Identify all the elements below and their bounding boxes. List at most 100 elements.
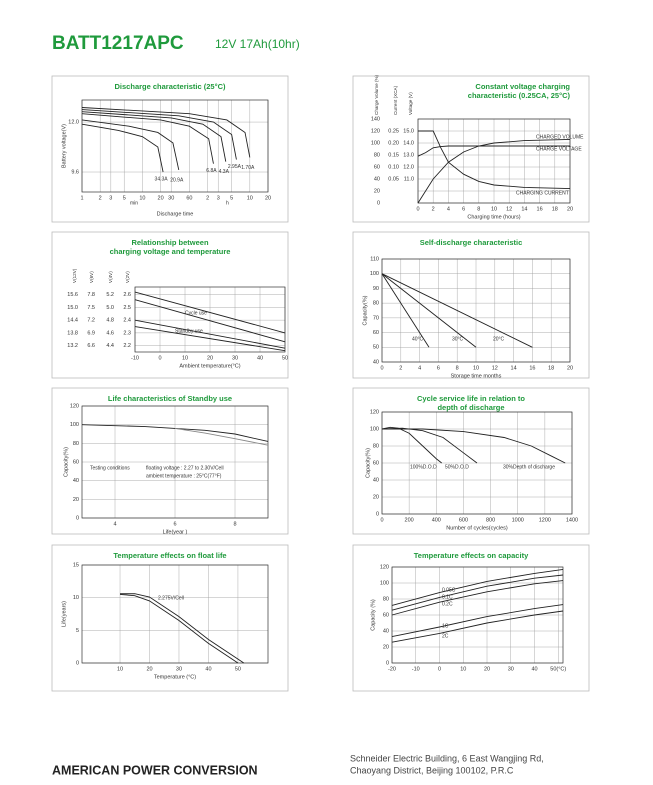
y-axis-label: V(4V) [108,271,113,283]
curve [81,424,269,442]
y-tick-label: 40 [373,477,379,483]
curve [134,326,286,352]
y-tick-label: 15.0 [67,305,78,311]
y-axis-label: Life(years) [61,601,67,627]
y-axis-label: Current (XCA) [393,85,398,115]
y-tick-label: 2.4 [123,318,131,324]
x-tick-label: 10 [473,365,479,371]
y-tick-label: 12.0 [68,120,79,126]
chart-title: Life characteristics of Standby use [108,394,232,403]
y-tick-label: 14.0 [403,140,414,146]
x-tick-label: 4 [418,365,421,371]
y-tick-label: 0 [377,200,380,206]
series-label: CHARGE VOLTAGE [536,146,582,152]
y-tick-label: 15 [73,562,79,568]
series-label: 40°C [412,336,424,342]
y-tick-label: 20 [73,497,79,503]
curve [120,593,245,664]
curve [381,427,478,464]
x-tick-label: 5 [123,195,126,201]
y-tick-label: 13.8 [67,330,78,336]
annotation: Standby use [175,328,203,334]
x-tick-label: 10 [491,206,497,212]
y-tick-label: 7.5 [87,305,95,311]
y-tick-label: 20 [374,188,380,194]
y-tick-label: 2.5 [123,305,131,311]
panel [51,387,289,535]
x-axis-label: Life(year ) [163,529,188,535]
panel [352,75,590,223]
x-tick-label: 16 [537,206,543,212]
y-tick-label: 14.4 [67,318,78,324]
x-tick-label: 8 [477,206,480,212]
x-tick-label: 0 [158,355,161,361]
curve [391,574,564,611]
x-tick-label: 10 [139,195,145,201]
curve [381,273,533,348]
y-tick-label: 0 [386,660,389,666]
plot-frame [81,405,269,519]
panel [51,544,289,692]
y-tick-label: 40 [73,478,79,484]
plot-frame [134,286,286,353]
y-tick-label: 60 [374,164,380,170]
y-tick-label: 120 [371,128,380,134]
y-tick-label: 2.3 [123,330,131,336]
y-tick-label: 60 [373,330,379,336]
series-label: 1C [442,623,449,629]
y-tick-label: 15.0 [403,128,414,134]
x-tick-label: 1 [80,195,83,201]
y-tick-label: 40 [383,628,389,634]
curve [381,273,430,348]
y-axis-label: Capacity(%) [362,295,368,325]
y-tick-label: 100 [371,140,380,146]
x-axis-label: Ambient temperature(°C) [179,363,240,369]
annotation: min [130,200,138,206]
x-tick-label: 20 [567,365,573,371]
series-label: 1.70A [241,165,255,171]
y-axis-label: V(6V) [89,271,94,283]
x-tick-label: 2 [432,206,435,212]
curve [381,426,442,464]
panel [51,75,289,223]
x-tick-label: 20 [265,195,271,201]
curve [418,130,571,190]
y-tick-label: 4.4 [106,343,114,349]
x-axis-label: Discharge time [157,211,194,217]
address: Schneider Electric Building, 6 East Wang… [350,753,544,763]
x-tick-label: 30 [232,355,238,361]
y-tick-label: 120 [70,403,79,409]
y-tick-label: 13.0 [403,152,414,158]
x-tick-label: 20 [567,206,573,212]
y-tick-label: 12.0 [403,164,414,170]
y-tick-label: 80 [73,441,79,447]
x-tick-label: -10 [131,355,139,361]
y-tick-label: 15.6 [67,292,78,298]
x-tick-label: 3 [217,195,220,201]
panel [51,231,289,379]
y-tick-label: 4.6 [106,330,114,336]
y-tick-label: 140 [371,116,380,122]
series-label: 20.9A [170,177,184,183]
curve [81,107,251,158]
series-label: 50%D.O.D [445,464,469,470]
x-tick-label: 50 [235,666,241,672]
x-axis-label: Number of cycles(cycles) [446,525,508,531]
y-tick-label: 110 [370,256,379,262]
x-tick-label: 2 [99,195,102,201]
panel [352,387,590,535]
y-tick-label: 120 [370,409,379,415]
x-tick-label: 600 [459,517,468,523]
y-tick-label: 5 [76,628,79,634]
curve [417,145,570,157]
x-tick-label: 8 [456,365,459,371]
y-axis-label: Battery voltage(V) [61,124,67,168]
x-tick-label: 10 [247,195,253,201]
y-tick-label: 100 [70,422,79,428]
curve [417,138,571,204]
series-label: 34.3A [155,176,169,182]
annotation: Cycle use [185,310,207,316]
series-label: 2.95A [228,164,242,170]
y-tick-label: 0.20 [388,140,399,146]
company: AMERICAN POWER CONVERSION [52,763,258,777]
